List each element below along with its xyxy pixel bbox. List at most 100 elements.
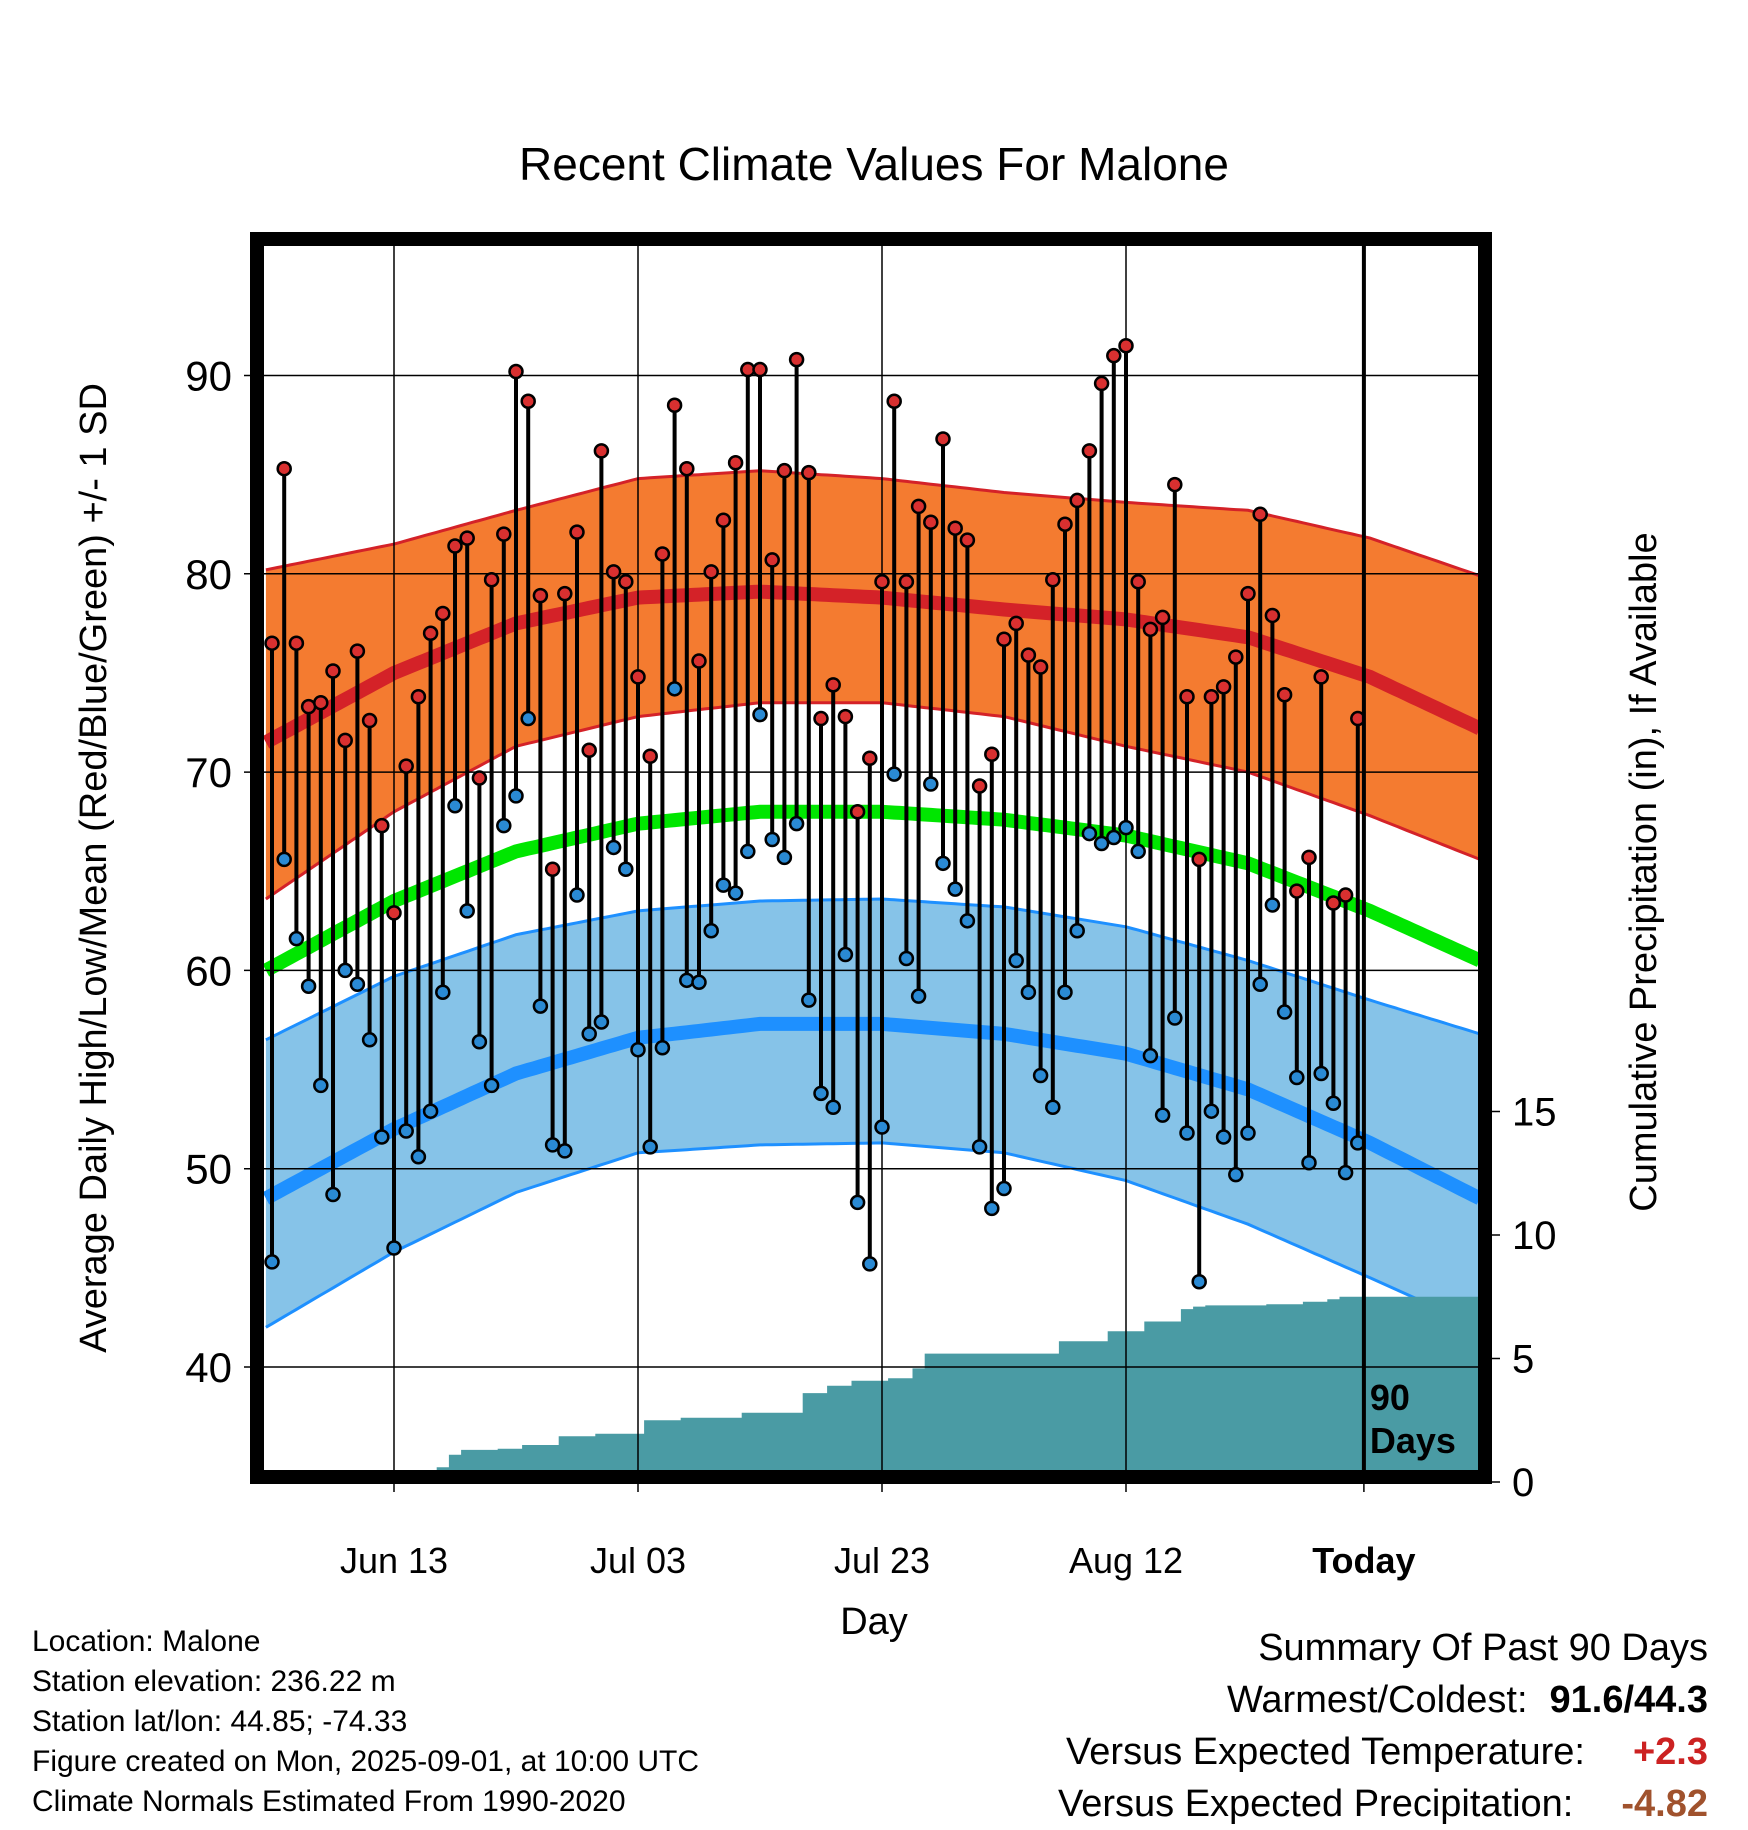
daily-high-point bbox=[1167, 476, 1183, 493]
daily-low-point bbox=[1289, 1069, 1305, 1086]
daily-low-point bbox=[1252, 976, 1268, 993]
daily-high-point bbox=[1228, 649, 1244, 665]
daily-low-point bbox=[1313, 1065, 1329, 1082]
daily-low-point bbox=[898, 950, 915, 967]
daily-high-point bbox=[1045, 571, 1061, 588]
today-window-label: 90 bbox=[1370, 1377, 1410, 1418]
daily-low-point bbox=[727, 885, 744, 901]
daily-low-point bbox=[935, 855, 951, 872]
daily-low-point bbox=[1301, 1155, 1317, 1171]
created-text: Figure created on Mon, 2025-09-01, at 10… bbox=[32, 1745, 700, 1778]
daily-low-point bbox=[1093, 835, 1110, 852]
daily-high-point bbox=[703, 564, 719, 580]
daily-low-point bbox=[813, 1085, 829, 1102]
low-sd-band-lower-edge bbox=[265, 1141, 1480, 1329]
daily-high-point bbox=[374, 817, 390, 834]
daily-low-point bbox=[923, 776, 939, 792]
daily-high-point bbox=[849, 804, 866, 820]
daily-high-point bbox=[520, 393, 536, 410]
daily-low-point bbox=[349, 976, 366, 993]
daily-low-point bbox=[1191, 1273, 1207, 1290]
location-text: Location: Malone bbox=[32, 1625, 261, 1658]
daily-high-point bbox=[483, 571, 500, 588]
daily-low-point bbox=[630, 1041, 646, 1058]
daily-low-point bbox=[825, 1099, 841, 1115]
daily-low-point bbox=[264, 1254, 280, 1270]
daily-high-point bbox=[1020, 647, 1037, 663]
daily-low-point bbox=[532, 998, 549, 1014]
daily-low-point bbox=[593, 1014, 610, 1030]
daily-low-point bbox=[1118, 819, 1134, 836]
daily-high-point bbox=[971, 778, 988, 794]
daily-low-point bbox=[886, 766, 902, 782]
daily-high-point bbox=[447, 538, 463, 554]
daily-low-point bbox=[1069, 922, 1085, 939]
daily-high-point bbox=[1081, 443, 1098, 459]
y-tick-label: 60 bbox=[185, 947, 232, 994]
y2-tick-label: 15 bbox=[1512, 1091, 1557, 1135]
temp-value: +2.3 bbox=[1632, 1731, 1708, 1773]
daily-low-point bbox=[1179, 1125, 1195, 1141]
daily-high-point bbox=[764, 552, 780, 568]
daily-low-point bbox=[447, 798, 463, 814]
daily-high-point bbox=[1325, 895, 1342, 911]
daily-high-point bbox=[898, 573, 915, 590]
daily-low-point bbox=[313, 1077, 329, 1094]
summary-panel: Summary Of Past 90 Days Warmest/Coldest:… bbox=[1058, 1622, 1708, 1830]
daily-low-point bbox=[1142, 1047, 1159, 1064]
daily-high-point bbox=[618, 573, 634, 590]
daily-low-point bbox=[435, 984, 451, 1000]
daily-low-point bbox=[764, 831, 780, 848]
chart-title: Recent Climate Values For Malone bbox=[519, 138, 1229, 190]
daily-high-point bbox=[1118, 338, 1134, 354]
daily-low-point bbox=[386, 1240, 402, 1256]
daily-low-point bbox=[996, 1180, 1012, 1197]
summary-header: Summary Of Past 90 Days bbox=[1258, 1627, 1708, 1669]
daily-high-point bbox=[1142, 621, 1159, 638]
daily-low-point bbox=[410, 1149, 427, 1165]
daily-high-point bbox=[630, 669, 646, 685]
daily-high-point bbox=[313, 694, 329, 711]
daily-high-point bbox=[386, 905, 402, 921]
warmest-row: Warmest/Coldest: 91.6/44.3 bbox=[1058, 1674, 1708, 1726]
y-tick-label: 50 bbox=[185, 1146, 232, 1193]
y-tick-label: 40 bbox=[185, 1344, 232, 1391]
daily-low-point bbox=[654, 1039, 671, 1056]
daily-low-point bbox=[300, 978, 317, 995]
daily-high-point bbox=[1337, 887, 1354, 903]
daily-high-point bbox=[788, 351, 805, 368]
daily-low-point bbox=[1276, 1004, 1293, 1020]
daily-low-point bbox=[971, 1139, 988, 1155]
daily-high-point bbox=[862, 750, 878, 766]
y2-tick-label: 10 bbox=[1512, 1214, 1557, 1258]
daily-high-point bbox=[1106, 347, 1122, 364]
daily-low-point bbox=[703, 922, 719, 939]
daily-high-point bbox=[264, 635, 280, 651]
daily-low-point bbox=[557, 1143, 573, 1159]
y2-tick-label: 0 bbox=[1512, 1461, 1534, 1505]
daily-low-point bbox=[276, 851, 292, 868]
daily-high-point bbox=[581, 742, 597, 759]
station-info: Location: Malone Station elevation: 236.… bbox=[32, 1622, 699, 1822]
daily-high-point bbox=[1057, 516, 1073, 532]
daily-low-point bbox=[910, 988, 927, 1004]
daily-low-point bbox=[776, 849, 793, 866]
x-tick-label: Jul 03 bbox=[590, 1540, 686, 1581]
daily-low-point bbox=[581, 1026, 597, 1042]
daily-high-point bbox=[947, 520, 963, 536]
daily-low-point bbox=[288, 930, 305, 947]
daily-low-point bbox=[520, 710, 536, 727]
daily-high-point bbox=[605, 564, 622, 580]
y2-axis-label: Cumulative Precipitation (in), If Availa… bbox=[1623, 532, 1665, 1211]
daily-high-point bbox=[715, 512, 732, 529]
daily-high-point bbox=[776, 462, 793, 479]
daily-high-point bbox=[1130, 573, 1146, 590]
daily-high-point bbox=[422, 625, 439, 642]
daily-low-point bbox=[691, 974, 707, 991]
y2-tick-label: 5 bbox=[1512, 1338, 1534, 1382]
daily-low-point bbox=[1130, 843, 1146, 860]
temp-label: Versus Expected Temperature: bbox=[1066, 1731, 1585, 1773]
daily-high-point bbox=[557, 585, 573, 602]
daily-high-point bbox=[1313, 669, 1329, 685]
daily-high-point bbox=[1179, 688, 1195, 705]
